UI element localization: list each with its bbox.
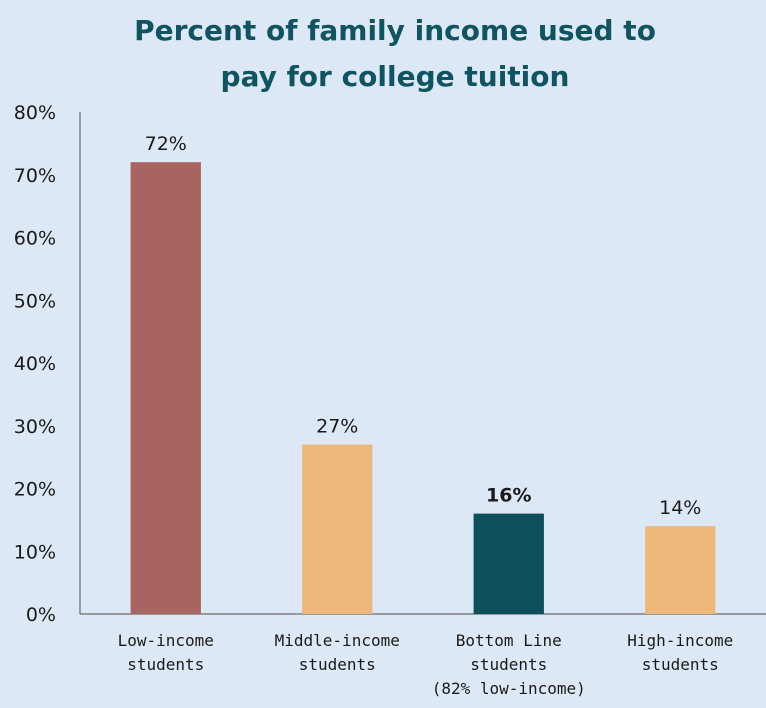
bar [130, 162, 201, 614]
y-tick-label: 30% [14, 416, 56, 438]
y-tick-label: 40% [14, 353, 56, 375]
y-tick-label: 0% [26, 604, 56, 626]
x-category-label: Low-income [118, 631, 214, 650]
x-category-label: Middle-income [275, 631, 400, 650]
x-category-label: High-income [627, 631, 733, 650]
x-category-label: students [470, 655, 547, 674]
y-tick-label: 70% [14, 165, 56, 187]
y-tick-label: 20% [14, 479, 56, 501]
x-category-label: students [299, 655, 376, 674]
bar [645, 526, 716, 614]
x-category-label: Bottom Line [456, 631, 562, 650]
x-category-label: students [127, 655, 204, 674]
category-labels-group: Low-income students Middle-income students B… [118, 631, 734, 698]
x-category-label: (82% low-income) [432, 679, 586, 698]
bar-value-label: 72% [145, 133, 187, 155]
y-axis-ticks: 0% 10% 20% 30% 40% 50% 60% 70% 80% [14, 102, 56, 626]
bar-value-label: 14% [659, 497, 701, 519]
bar [302, 444, 373, 614]
value-labels-group: 72% 27% 16% 14% [145, 133, 702, 519]
bar [473, 513, 544, 614]
bar-value-label: 16% [486, 485, 531, 507]
y-tick-label: 80% [14, 102, 56, 124]
y-tick-label: 50% [14, 290, 56, 312]
x-category-label: students [642, 655, 719, 674]
y-tick-label: 10% [14, 541, 56, 563]
chart-title-line-2: pay for college tuition [221, 60, 570, 93]
bars-group [130, 162, 716, 614]
chart-title-line-1: Percent of family income used to [134, 14, 656, 47]
bar-value-label: 27% [316, 416, 358, 438]
y-tick-label: 60% [14, 228, 56, 250]
